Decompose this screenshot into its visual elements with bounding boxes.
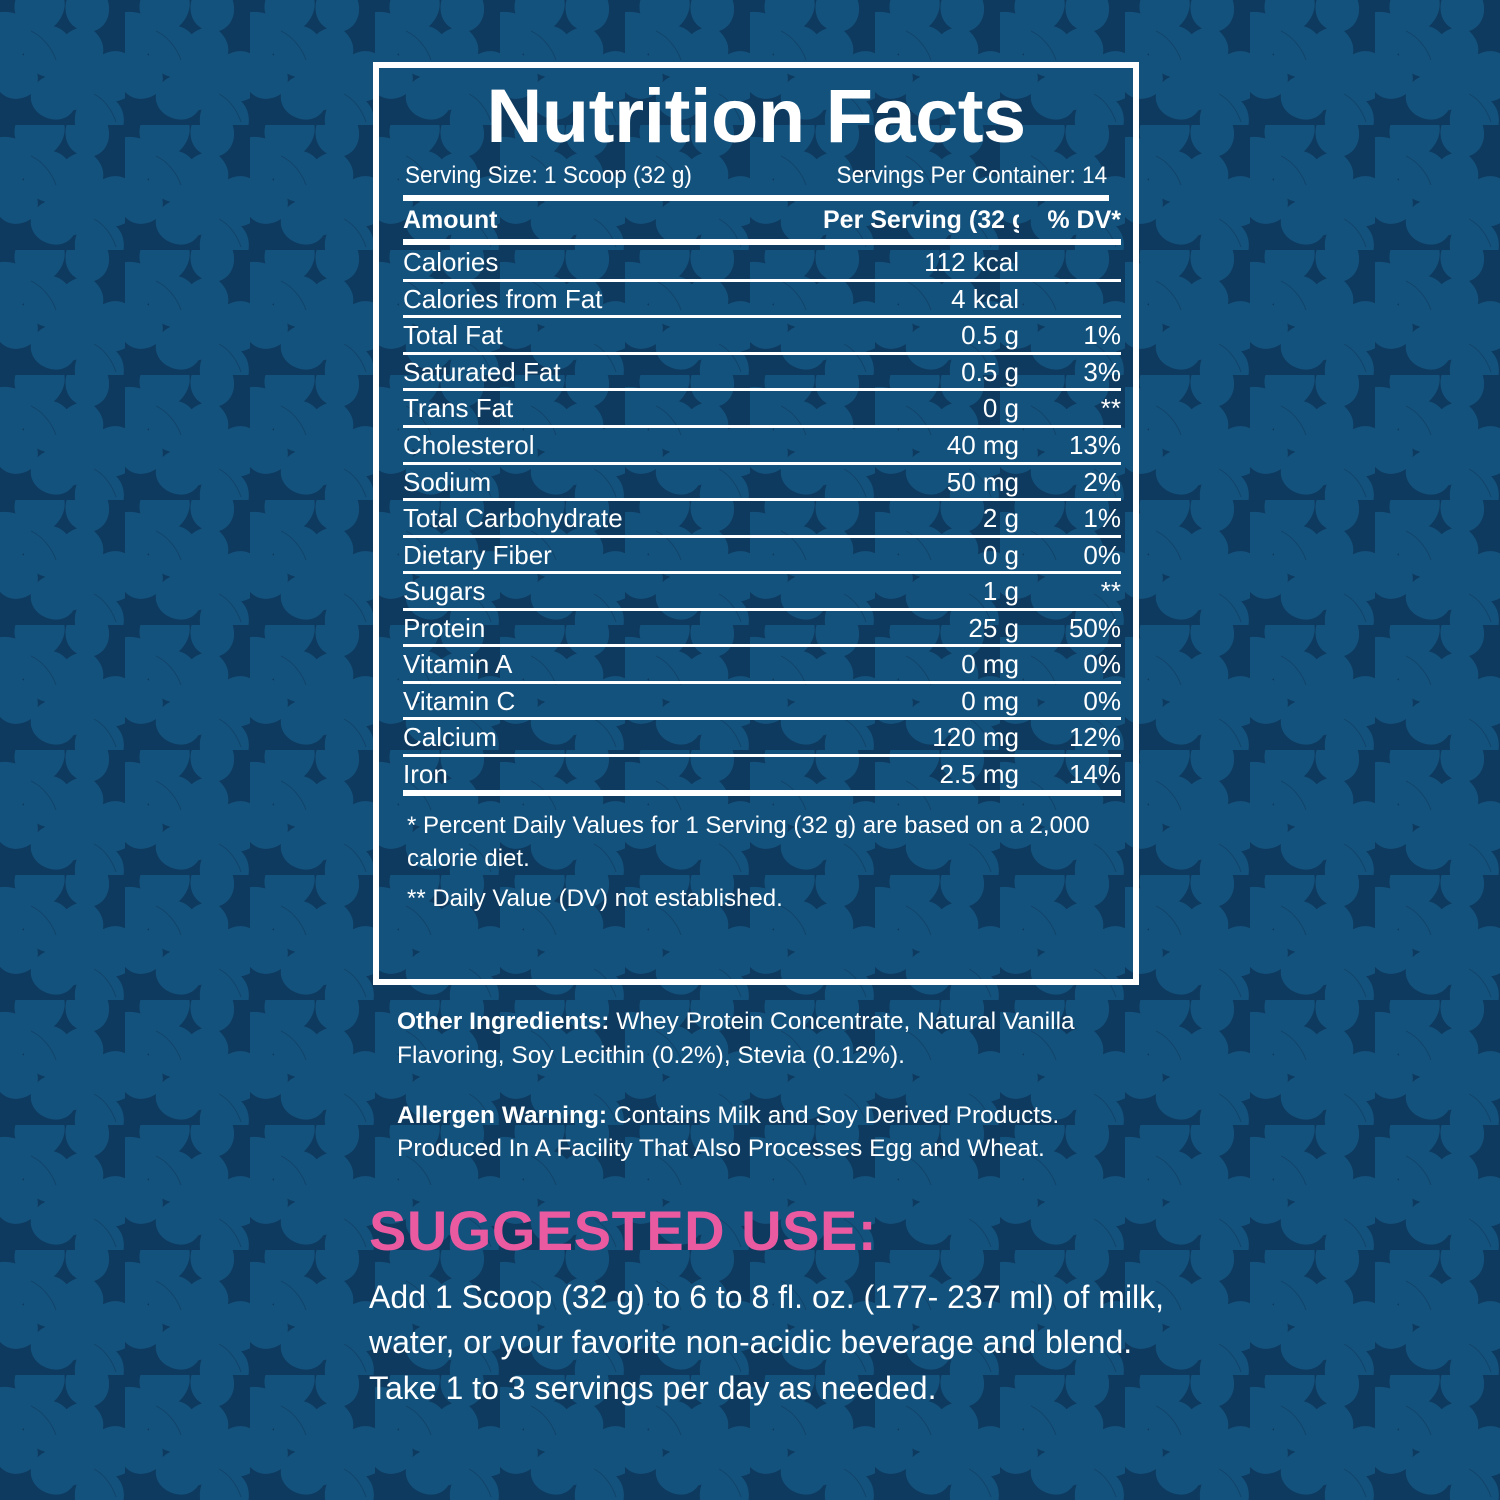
- other-ingredients-paragraph: Other Ingredients: Whey Protein Concentr…: [397, 1005, 1157, 1073]
- table-row: Iron 2.5 mg 14%: [403, 757, 1121, 791]
- table-row: Total Fat 0.5 g 1%: [403, 318, 1121, 352]
- nutrient-percent-dv: 3%: [1083, 356, 1121, 387]
- page-title: Nutrition Facts: [486, 74, 1026, 159]
- table-row: Calories 112 kcal: [403, 245, 1121, 279]
- table-row: Vitamin C 0 mg 0%: [403, 684, 1121, 718]
- nutrient-amount: 4 kcal: [951, 283, 1019, 314]
- suggested-use-body: Add 1 Scoop (32 g) to 6 to 8 fl. oz. (17…: [369, 1279, 1165, 1406]
- table-row: Cholesterol 40 mg 13%: [403, 428, 1121, 462]
- nutrient-amount: 0.5 g: [961, 356, 1019, 387]
- nutrient-amount: 112 kcal: [924, 247, 1019, 278]
- footnote-dv-not-established: ** Daily Value (DV) not established.: [407, 884, 783, 912]
- table-row: Calories from Fat 4 kcal: [403, 282, 1121, 316]
- nutrient-label: Calories from Fat: [403, 283, 603, 314]
- suggested-use-section: SUGGESTED USE: Add 1 Scoop (32 g) to 6 t…: [369, 1203, 1209, 1411]
- nutrient-amount: 50 mg: [946, 466, 1019, 497]
- table-row: Dietary Fiber 0 g 0%: [403, 538, 1121, 572]
- table-row: Vitamin A 0 mg 0%: [403, 647, 1121, 681]
- nutrient-percent-dv: 13%: [1068, 429, 1121, 460]
- nutrient-percent-dv: 1%: [1083, 320, 1121, 351]
- footnote-percent-dv: * Percent Daily Values for 1 Serving (32…: [407, 812, 1090, 872]
- nutrient-amount: 40 mg: [946, 429, 1019, 460]
- table-row: Protein 25 g 50%: [403, 611, 1121, 645]
- nutrient-label: Trans Fat: [403, 393, 514, 424]
- ingredients-and-allergen-section: Other Ingredients: Whey Protein Concentr…: [397, 1005, 1157, 1192]
- nutrition-table: Amount Per Serving (32 g) % DV* Calories…: [403, 201, 1121, 797]
- nutrient-amount: 2.5 mg: [939, 758, 1020, 789]
- nutrient-percent-dv: **: [1100, 393, 1121, 424]
- nutrient-amount: 1 g: [982, 576, 1019, 607]
- nutrient-label: Sodium: [403, 466, 492, 497]
- column-header-percent-dv: % DV*: [1047, 205, 1121, 234]
- nutrient-label: Sugars: [403, 576, 486, 607]
- table-row: Sugars 1 g **: [403, 574, 1121, 608]
- nutrient-amount: 0 g: [982, 393, 1019, 424]
- serving-info-row: Serving Size: 1 Scoop (32 g) Servings Pe…: [403, 158, 1109, 194]
- nutrient-label: Total Fat: [403, 320, 503, 351]
- nutrient-label: Calcium: [403, 722, 497, 753]
- nutrient-percent-dv: 1%: [1083, 503, 1121, 534]
- nutrient-label: Cholesterol: [403, 429, 535, 460]
- nutrient-amount: 2 g: [982, 503, 1019, 534]
- nutrient-amount: 120 mg: [932, 722, 1019, 753]
- table-row: Total Carbohydrate 2 g 1%: [403, 501, 1121, 535]
- nutrient-percent-dv: 0%: [1083, 649, 1121, 680]
- nutrient-label: Vitamin A: [403, 649, 513, 680]
- other-ingredients-label: Other Ingredients:: [397, 1008, 610, 1035]
- nutrient-amount: 0 g: [982, 539, 1019, 570]
- table-header-row: Amount Per Serving (32 g) % DV*: [403, 201, 1121, 240]
- nutrient-percent-dv: [1019, 282, 1121, 316]
- servings-per-container-text: Servings Per Container: 14: [836, 162, 1107, 190]
- nutrient-label: Saturated Fat: [403, 356, 561, 387]
- table-row: Trans Fat 0 g **: [403, 391, 1121, 425]
- nutrient-percent-dv: 0%: [1083, 539, 1121, 570]
- nutrient-amount: 0 mg: [961, 649, 1019, 680]
- column-header-per-serving: Per Serving (32 g): [823, 205, 1019, 234]
- nutrition-facts-panel: Nutrition Facts Serving Size: 1 Scoop (3…: [373, 62, 1139, 985]
- nutrient-label: Vitamin C: [403, 685, 516, 716]
- nutrient-percent-dv: [1019, 245, 1121, 279]
- table-row: Calcium 120 mg 12%: [403, 720, 1121, 754]
- allergen-warning-label: Allergen Warning:: [397, 1101, 608, 1129]
- allergen-warning-paragraph: Allergen Warning: Contains Milk and Soy …: [397, 1099, 1157, 1167]
- table-row: Saturated Fat 0.5 g 3%: [403, 355, 1121, 389]
- nutrient-label: Calories: [403, 247, 499, 278]
- nutrient-percent-dv: 12%: [1068, 722, 1121, 753]
- nutrient-percent-dv: 0%: [1083, 685, 1121, 716]
- suggested-use-heading: SUGGESTED USE:: [369, 1199, 877, 1262]
- serving-size-text: Serving Size: 1 Scoop (32 g): [405, 162, 692, 190]
- nutrient-amount: 0.5 g: [961, 320, 1019, 351]
- nutrient-percent-dv: **: [1100, 576, 1121, 607]
- nutrient-percent-dv: 50%: [1068, 612, 1121, 643]
- nutrient-label: Iron: [403, 758, 448, 789]
- column-header-amount: Amount: [403, 205, 498, 234]
- nutrient-percent-dv: 2%: [1083, 466, 1121, 497]
- nutrient-label: Protein: [403, 612, 486, 643]
- nutrient-amount: 0 mg: [961, 685, 1019, 716]
- nutrient-percent-dv: 14%: [1068, 758, 1121, 789]
- table-row: Sodium 50 mg 2%: [403, 465, 1121, 499]
- nutrient-amount: 25 g: [968, 612, 1019, 643]
- nutrient-label: Total Carbohydrate: [403, 503, 623, 534]
- nutrient-label: Dietary Fiber: [403, 539, 552, 570]
- panel-footnotes: * Percent Daily Values for 1 Serving (32…: [403, 796, 1109, 915]
